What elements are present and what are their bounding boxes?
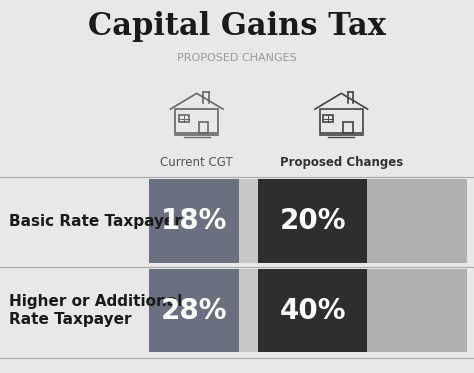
Bar [149, 179, 467, 263]
Bar [344, 122, 353, 133]
Bar [258, 179, 467, 263]
Text: Capital Gains Tax: Capital Gains Tax [88, 10, 386, 42]
Bar [258, 269, 467, 352]
Bar [149, 179, 239, 263]
Text: 28%: 28% [161, 297, 228, 325]
Bar [179, 115, 189, 122]
Text: PROPOSED CHANGES: PROPOSED CHANGES [177, 53, 297, 63]
Text: Proposed Changes: Proposed Changes [280, 156, 403, 169]
Bar [258, 269, 367, 352]
Text: 18%: 18% [161, 207, 228, 235]
Text: 20%: 20% [280, 207, 346, 235]
Bar [175, 109, 218, 133]
Bar [319, 109, 363, 133]
Bar [199, 122, 208, 133]
Bar [149, 269, 467, 352]
Bar [258, 179, 367, 263]
Text: 40%: 40% [280, 297, 346, 325]
Bar [323, 115, 333, 122]
Bar [149, 269, 239, 352]
Text: Higher or Additional
Rate Taxpayer: Higher or Additional Rate Taxpayer [9, 294, 183, 327]
Text: Current CGT: Current CGT [160, 156, 233, 169]
Text: Basic Rate Taxpayer: Basic Rate Taxpayer [9, 213, 182, 229]
